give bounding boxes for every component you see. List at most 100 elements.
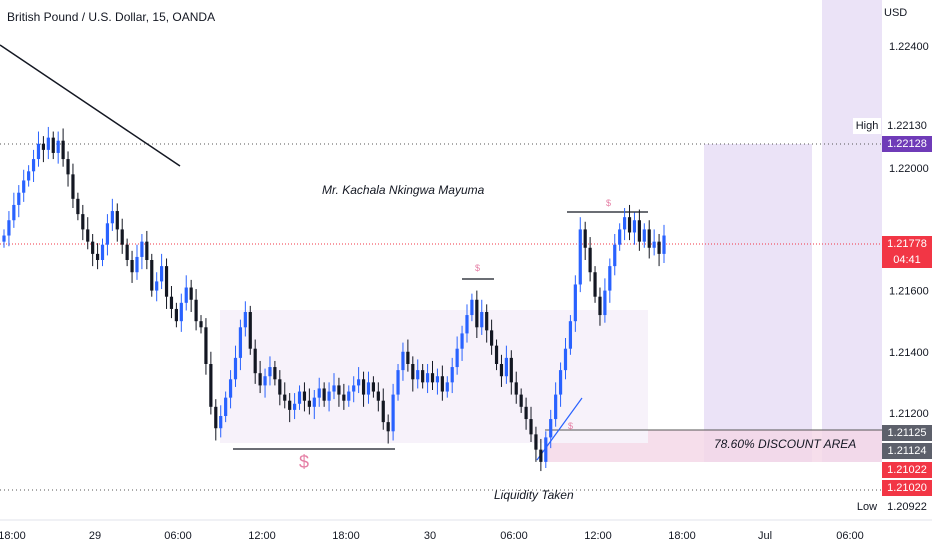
candle-body: [120, 229, 124, 245]
candle-body: [376, 391, 380, 401]
time-tick-0: 18:00: [0, 530, 26, 542]
last-price-badge: 1.21778: [882, 236, 932, 252]
dollar-marker-high: $: [606, 198, 611, 208]
time-tick-5: 30: [424, 530, 436, 542]
candle-body: [357, 379, 361, 386]
candle-body: [583, 229, 587, 248]
time-tick-4: 18:00: [332, 530, 360, 542]
candle-body: [652, 241, 656, 248]
candle-body: [480, 312, 484, 328]
candle-body: [322, 388, 326, 401]
candle-body: [86, 229, 90, 242]
candle-body: [529, 419, 533, 435]
trendline[interactable]: [0, 44, 181, 167]
candle-body: [440, 376, 444, 392]
level-badge-3: 1.21124: [882, 443, 932, 459]
candle-body: [233, 357, 238, 380]
level-badge-4: 1.21022: [882, 462, 932, 478]
candle-body: [71, 174, 75, 199]
candle-body: [155, 281, 159, 291]
liquidity-taken-label[interactable]: Liquidity Taken: [494, 488, 574, 502]
candle-body: [470, 299, 474, 316]
time-tick-6: 06:00: [500, 530, 528, 542]
candle-body: [95, 253, 100, 260]
candle-body: [76, 198, 80, 215]
candle-body: [273, 367, 277, 380]
candle-body: [66, 159, 70, 175]
candle-body: [317, 388, 321, 398]
candle-body: [130, 260, 134, 273]
candle-body: [263, 376, 267, 386]
candle-body: [327, 391, 331, 401]
candle-body: [184, 287, 188, 303]
candle-body: [573, 284, 577, 322]
candle-body: [7, 220, 11, 236]
candle-body: [627, 217, 632, 233]
candle-body: [91, 241, 95, 254]
price-tick-1: 1.22000: [889, 163, 929, 175]
candle-body: [549, 419, 553, 438]
author-annotation[interactable]: Mr. Kachala Nkingwa Mayuma: [322, 183, 485, 197]
candle-body: [618, 229, 622, 245]
candle-body: [174, 308, 178, 322]
candle-body: [401, 351, 405, 371]
discount-area-label[interactable]: 78.60% DISCOUNT AREA: [714, 437, 857, 451]
candle-body: [662, 235, 666, 254]
price-axis[interactable]: 1.22400 1.22000 1.21600 1.21400 1.21200: [889, 41, 929, 420]
candle-body: [391, 394, 395, 432]
candle-body: [622, 217, 627, 230]
candle-body: [268, 367, 272, 377]
candle-body: [81, 214, 85, 230]
candle-body: [56, 140, 60, 153]
candle-body: [509, 357, 513, 383]
candle-body: [578, 229, 582, 285]
candle-body: [411, 364, 415, 380]
candle-body: [160, 266, 164, 282]
candle-body: [366, 382, 371, 395]
candle-body: [455, 348, 459, 368]
low-label: Low: [853, 499, 881, 515]
candle-body: [22, 180, 26, 193]
time-tick-10: 06:00: [836, 530, 864, 542]
candles: [2, 126, 666, 472]
candle-body: [61, 140, 65, 160]
candle-body: [647, 229, 651, 248]
candle-body: [199, 321, 203, 328]
candle-body: [278, 379, 282, 395]
candle-body: [337, 385, 341, 395]
candle-body: [115, 211, 119, 230]
price-tick-2: 1.21600: [889, 286, 929, 298]
candle-body: [657, 241, 661, 254]
candle-body: [465, 315, 469, 334]
candle-body: [248, 312, 252, 349]
candle-body: [416, 370, 420, 380]
price-tick-0: 1.22400: [889, 41, 929, 53]
candle-body: [490, 330, 494, 346]
candle-body: [435, 376, 440, 383]
candle-body: [253, 348, 257, 374]
dollar-marker-low: $: [568, 421, 573, 431]
candle-body: [386, 422, 390, 432]
candle-body: [219, 416, 223, 429]
candle-body: [504, 357, 508, 377]
level-badge-5: 1.21020: [882, 480, 932, 496]
candle-body: [608, 266, 612, 291]
candle-body: [307, 400, 311, 407]
candle-body: [347, 391, 351, 401]
candle-body: [632, 220, 637, 233]
future-zone-2: [822, 0, 882, 462]
candle-body: [41, 143, 46, 150]
candle-body: [17, 192, 21, 205]
low-badge: 1.20922: [882, 499, 932, 515]
time-axis[interactable]: 18:00 29 06:00 12:00 18:00 30 06:00 12:00 18:00 J…: [0, 530, 864, 542]
dollar-marker-big: $: [299, 452, 310, 472]
candle-body: [302, 391, 307, 401]
candle-body: [140, 241, 144, 257]
candle-body: [100, 244, 105, 260]
candle-body: [224, 397, 228, 416]
candle-body: [36, 143, 41, 160]
chart-title: British Pound / U.S. Dollar, 15, OANDA: [7, 10, 216, 24]
candle-body: [593, 272, 597, 297]
